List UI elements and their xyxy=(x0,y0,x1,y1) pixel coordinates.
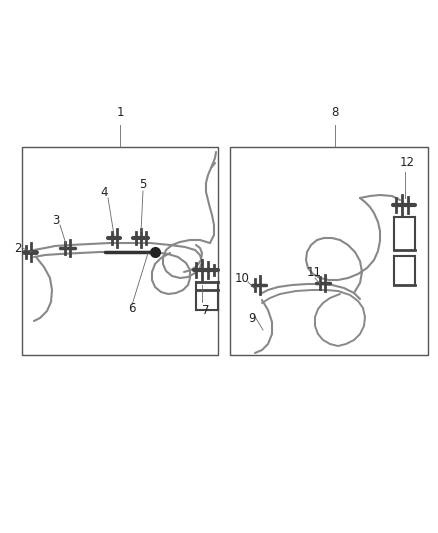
Text: 9: 9 xyxy=(248,311,256,325)
Text: 5: 5 xyxy=(139,179,147,191)
Text: 2: 2 xyxy=(14,241,22,254)
Text: 7: 7 xyxy=(202,303,210,317)
Text: 8: 8 xyxy=(331,106,339,118)
Text: 10: 10 xyxy=(235,271,249,285)
Text: 6: 6 xyxy=(128,302,136,314)
Text: 11: 11 xyxy=(307,265,321,279)
Text: 3: 3 xyxy=(52,214,60,227)
Text: 4: 4 xyxy=(100,185,108,198)
Text: 1: 1 xyxy=(116,106,124,118)
Text: 12: 12 xyxy=(399,156,414,168)
